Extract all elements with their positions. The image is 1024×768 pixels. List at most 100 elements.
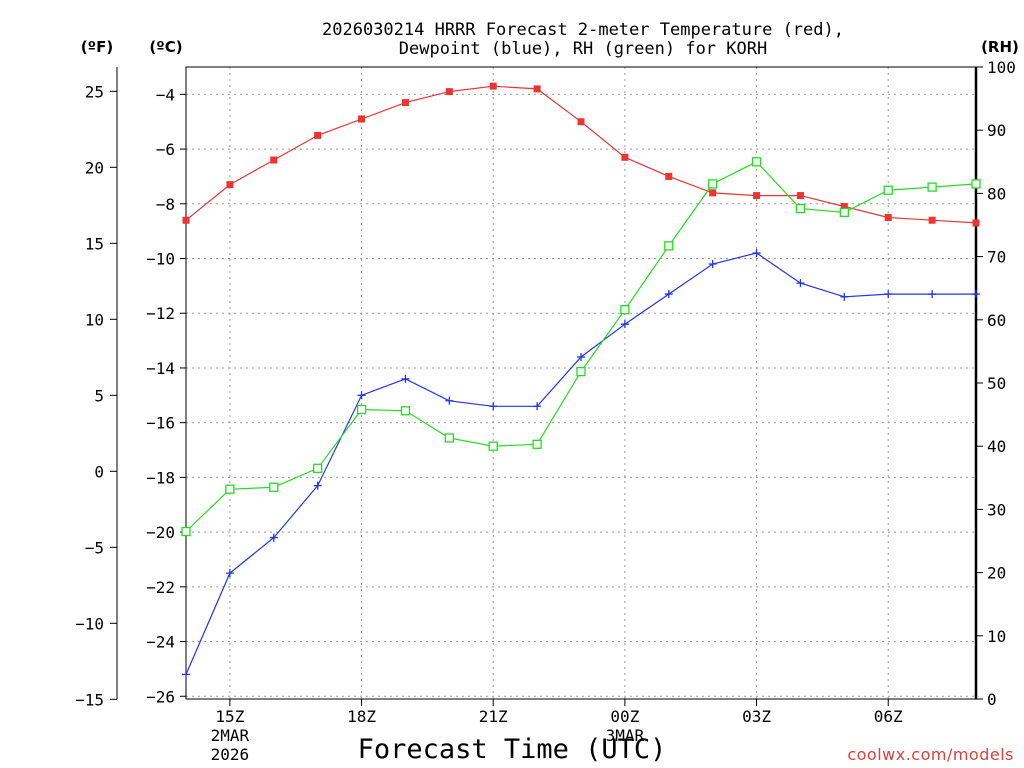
fahrenheit-tick-label: 10 xyxy=(85,310,104,329)
dewpoint-point xyxy=(577,353,585,362)
temperature-point xyxy=(972,219,980,227)
dewpoint-line xyxy=(185,252,976,675)
fahrenheit-tick-label: 0 xyxy=(94,462,104,481)
dewpoint-point xyxy=(269,533,278,542)
dewpoint-point xyxy=(796,279,805,288)
rh-tick-label: 0 xyxy=(987,690,997,709)
fahrenheit-tick-label: −15 xyxy=(75,690,104,709)
temperature-point xyxy=(928,216,936,224)
temperature-point xyxy=(358,115,366,123)
fahrenheit-tick-label: −5 xyxy=(85,538,104,557)
dewpoint-point xyxy=(357,391,366,400)
dewpoint-point xyxy=(489,402,498,411)
fahrenheit-tick-label: 5 xyxy=(94,386,104,405)
rh-point xyxy=(400,406,411,416)
unit-label-fahrenheit: (ºF) xyxy=(81,38,113,56)
rh-line xyxy=(185,161,977,532)
x-tick-label: 06Z xyxy=(874,707,903,726)
dewpoint-point xyxy=(182,670,190,679)
temperature-point xyxy=(182,216,190,224)
celsius-tick-label: −12 xyxy=(146,304,175,323)
rh-tick-label: 40 xyxy=(987,437,1006,456)
temperature-line xyxy=(185,85,977,224)
celsius-tick-label: −20 xyxy=(146,523,175,542)
rh-point xyxy=(971,179,981,189)
chart-title-line2: Dewpoint (blue), RH (green) for KORH xyxy=(399,39,767,59)
temperature-point xyxy=(884,213,892,221)
dewpoint-point xyxy=(533,402,542,411)
dewpoint-point xyxy=(401,374,410,383)
rh-point xyxy=(576,366,586,377)
temperature-point xyxy=(709,189,717,197)
temperature-point xyxy=(489,82,497,90)
dewpoint-point xyxy=(708,259,717,268)
rh-tick-label: 10 xyxy=(987,627,1006,646)
temperature-point xyxy=(840,203,848,211)
celsius-tick-label: −4 xyxy=(156,85,175,104)
x-tick-label: 18Z xyxy=(347,707,376,726)
celsius-tick-label: −26 xyxy=(146,687,175,706)
label-layer: 2026030214 HRRR Forecast 2-meter Tempera… xyxy=(81,20,1019,765)
x-tick-label: 03Z xyxy=(742,707,771,726)
chart-title-line1: 2026030214 HRRR Forecast 2-meter Tempera… xyxy=(322,20,844,40)
series-temperature xyxy=(182,82,980,227)
dewpoint-point xyxy=(313,481,322,490)
dewpoint-point xyxy=(620,320,629,329)
celsius-tick-label: −22 xyxy=(146,578,175,597)
rh-tick-label: 80 xyxy=(987,184,1006,203)
fahrenheit-tick-label: 25 xyxy=(85,82,104,101)
rh-tick-label: 100 xyxy=(987,58,1016,77)
x-tick-year-label: 2026 xyxy=(211,745,250,764)
credit-text: coolwx.com/models xyxy=(847,745,1014,764)
temperature-point xyxy=(621,153,629,161)
rh-tick-label: 50 xyxy=(987,374,1006,393)
fahrenheit-tick-label: 15 xyxy=(85,234,104,253)
temperature-point xyxy=(577,118,585,126)
temperature-point xyxy=(445,88,453,96)
celsius-tick-label: −14 xyxy=(146,359,175,378)
temperature-point xyxy=(533,85,541,93)
dewpoint-point xyxy=(752,249,761,258)
rh-tick-label: 70 xyxy=(987,248,1006,267)
series-dewpoint xyxy=(182,249,980,679)
dewpoint-point xyxy=(225,569,234,578)
unit-label-rh: (RH) xyxy=(981,38,1019,56)
x-tick-label: 21Z xyxy=(479,707,508,726)
series-layer xyxy=(181,82,981,679)
grid-lines xyxy=(186,67,976,699)
celsius-tick-label: −16 xyxy=(146,414,175,433)
temperature-point xyxy=(270,156,278,164)
temperature-point xyxy=(401,99,409,107)
rh-tick-label: 90 xyxy=(987,121,1006,140)
series-rh xyxy=(181,157,981,537)
fahrenheit-tick-label: 20 xyxy=(85,158,104,177)
rh-point xyxy=(839,207,849,218)
temperature-point xyxy=(753,192,761,200)
unit-label-celsius: (ºC) xyxy=(149,38,182,56)
celsius-tick-label: −18 xyxy=(146,468,175,487)
rh-tick-label: 30 xyxy=(987,500,1006,519)
rh-point xyxy=(225,484,235,494)
rh-point xyxy=(269,482,279,492)
dewpoint-point xyxy=(884,290,893,299)
rh-point xyxy=(751,157,762,167)
rh-point xyxy=(620,305,630,315)
x-tick-label: 15Z xyxy=(215,707,244,726)
rh-point xyxy=(356,404,367,415)
x-tick-label: 00Z xyxy=(610,707,639,726)
dewpoint-point xyxy=(928,290,937,299)
rh-point xyxy=(444,433,454,443)
axes: −4 −6 −8 −10 −12 −14 −16 −18 −20 −22 −24 −26 25 20 15 1… xyxy=(75,58,1016,764)
x-axis-title: Forecast Time (UTC) xyxy=(358,734,667,765)
rh-tick-label: 20 xyxy=(987,564,1006,583)
celsius-tick-label: −6 xyxy=(156,140,175,159)
celsius-tick-label: −10 xyxy=(146,250,175,269)
celsius-tick-label: −24 xyxy=(146,633,175,652)
x-tick-date-label: 3MAR xyxy=(606,726,645,745)
plot-frame xyxy=(185,66,977,700)
rh-point xyxy=(313,463,323,473)
dewpoint-point xyxy=(972,290,980,299)
temperature-point xyxy=(314,131,322,139)
celsius-tick-label: −8 xyxy=(156,195,175,214)
rh-point xyxy=(927,182,937,192)
